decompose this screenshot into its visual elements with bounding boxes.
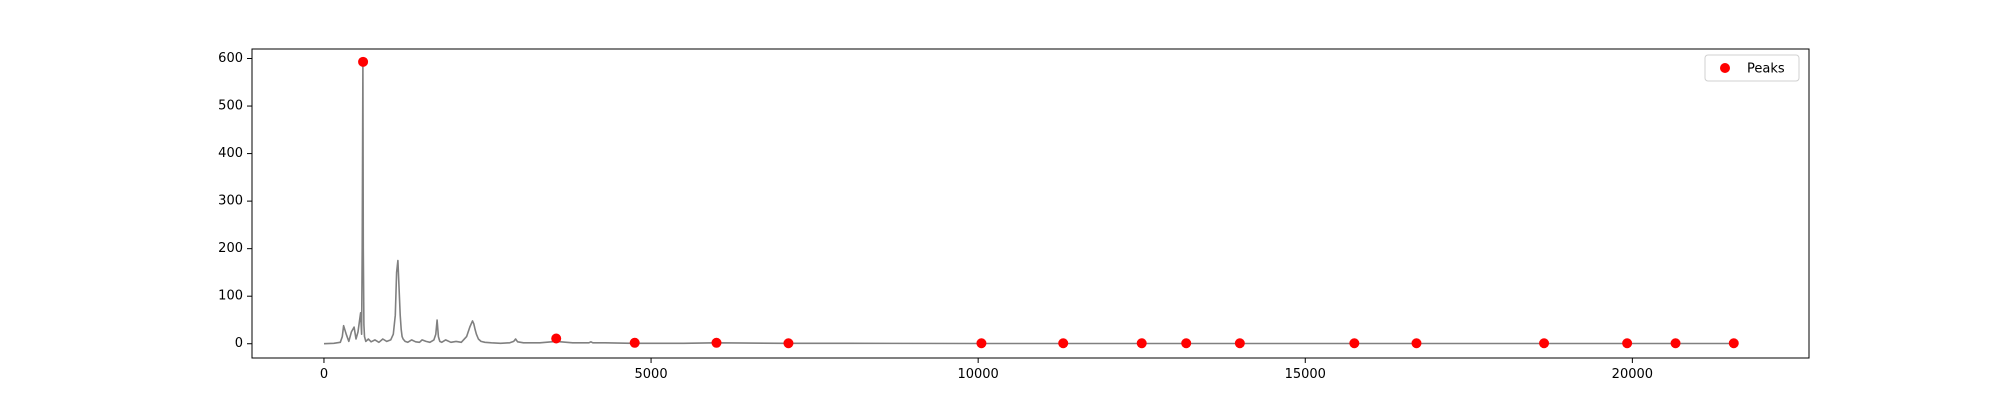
peak-point (1411, 338, 1422, 349)
peak-point (783, 338, 794, 349)
x-tick-label: 15000 (1285, 367, 1326, 382)
peak-point (976, 338, 987, 349)
peak-point (1539, 338, 1550, 349)
ticks-layer: 0 5000 10000 15000 20000 0 100 200 300 400 500 600 (218, 51, 1653, 382)
y-tick-label: 500 (218, 99, 243, 114)
peak-point (1728, 338, 1739, 349)
y-tick-label: 100 (218, 289, 243, 304)
plot-layer (323, 56, 1739, 349)
peak-point (1622, 338, 1633, 349)
y-tick-label: 300 (218, 194, 243, 209)
legend-marker-peaks (1720, 63, 1730, 73)
legend-box (1704, 54, 1800, 82)
y-tick-label: 0 (235, 336, 243, 351)
y-tick-label: 600 (218, 51, 243, 66)
peak-point (1670, 338, 1681, 349)
peak-point (551, 333, 562, 344)
spectrum-line (323, 62, 1737, 345)
peak-point (1181, 338, 1192, 349)
x-tick-label: 20000 (1612, 367, 1653, 382)
y-tick-label: 400 (218, 146, 243, 161)
y-tick-label: 200 (218, 241, 243, 256)
peak-point (358, 56, 369, 67)
peak-point (1058, 338, 1069, 349)
axes-frame (251, 48, 1810, 359)
x-tick-label: 5000 (635, 367, 668, 382)
legend-label-peaks: Peaks (1747, 62, 1785, 77)
x-tick-label: 10000 (957, 367, 998, 382)
peak-point (711, 337, 722, 348)
peak-point (1234, 338, 1245, 349)
peak-point (1349, 338, 1360, 349)
legend: Peaks (1704, 54, 1800, 82)
peak-point (629, 337, 640, 348)
x-tick-label: 0 (320, 367, 328, 382)
peak-point (1136, 338, 1147, 349)
